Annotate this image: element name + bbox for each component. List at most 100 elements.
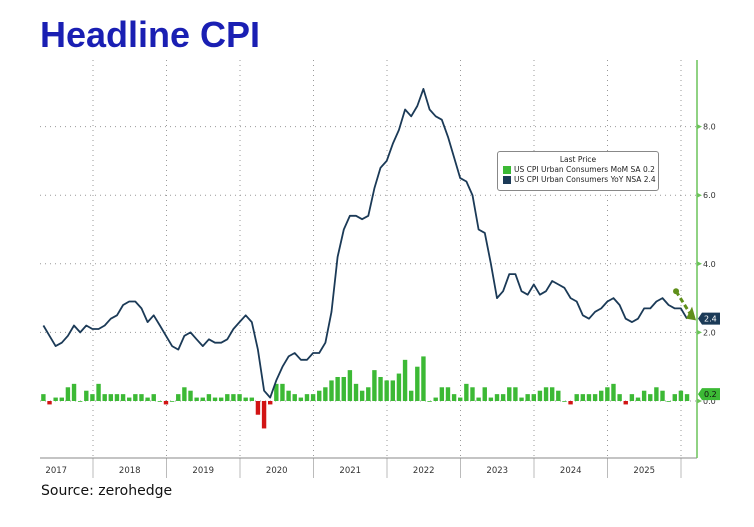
mom-bar [396,373,402,401]
mom-bar [568,401,573,405]
legend-label-mom: US CPI Urban Consumers MoM SA [514,165,641,174]
annotation-arrow-shaft [674,290,692,315]
mom-bar [151,394,156,401]
y-tick-mark [697,192,702,198]
mom-bar [218,397,224,401]
mom-bar [366,387,371,401]
mom-bar [71,383,77,401]
mom-bar [507,387,512,401]
mom-bar [458,397,463,401]
legend-header: Last Price [559,155,597,164]
legend-item-mom: US CPI Urban Consumers MoM SA 0.2 [503,165,658,174]
y-tick-label: 0.0 [703,397,716,406]
mom-bar [261,401,267,429]
y-tick-label: 4.0 [703,260,716,269]
mom-bar [120,394,126,401]
axes: 8.0 6.0 4.0 2.0 0.0 2017 2018 2019 2020 2021 2022 2… [40,60,720,478]
y-tick-label: 2.0 [703,328,716,337]
mom-bar [666,401,671,402]
mom-bar [611,383,616,401]
mom-bar [390,380,395,401]
mom-bar [402,359,408,401]
mom-bar [341,376,346,401]
legend-item-yoy: US CPI Urban Consumers YoY NSA 2.4 [503,175,658,184]
mom-bar [482,387,487,401]
mom-bar [629,394,635,401]
x-tick-label: 2018 [119,466,141,476]
y-tick-mark [697,124,702,130]
mom-bar [605,387,610,401]
yoy-line [42,88,688,399]
mom-bar [59,397,64,401]
mom-bar [225,394,230,401]
mom-bar [525,394,530,401]
mom-bar [194,397,199,401]
mom-bar [329,380,334,401]
mom-bar [323,387,328,401]
legend-value-mom: 0.2 [642,165,655,174]
mom-bar [592,394,598,401]
mom-bar [451,394,457,401]
yoy-line-group [42,88,697,399]
mom-bar [206,394,212,401]
mom-bar [304,394,310,401]
mom-bar [433,397,438,401]
mom-bar [157,401,163,402]
mom-bar [139,394,144,401]
mom-bar [182,387,187,401]
y-tick-mark [697,398,702,404]
mom-bar [421,356,426,401]
legend-label-yoy: US CPI Urban Consumers YoY NSA [514,175,642,184]
mom-bar [408,390,414,401]
mom-bar [90,394,95,401]
mom-bar [292,394,297,401]
mom-bar [237,394,242,401]
mom-bar [427,401,432,402]
x-tick-label: 2023 [486,466,508,476]
mom-bar [537,390,543,401]
mom-bar [102,394,107,401]
mom-bar [672,394,677,401]
mom-bar [200,397,205,401]
mom-bar [519,397,524,401]
yoy-last-badge-label: 2.4 [704,315,717,324]
mom-bar [384,380,389,401]
mom-bar [580,394,586,401]
mom-bar [280,383,285,401]
y-tick-mark [697,261,702,267]
mom-bar [513,387,518,401]
mom-bar [255,401,261,415]
annotation-arrow-head [686,306,697,321]
mom-bar [678,390,684,401]
mom-bar [586,394,592,401]
x-tick-label: 2025 [633,466,655,476]
mom-bar [268,401,273,405]
mom-bar [531,394,536,401]
mom-bar [335,376,340,401]
mom-bar [641,390,647,401]
mom-bar [599,390,604,401]
mom-bar [378,376,383,401]
mom-last-badge [698,388,720,401]
legend-swatch-yoy [503,175,511,184]
mom-bar [127,397,132,401]
mom-bar [47,401,52,405]
y-tick-label: 8.0 [703,123,716,132]
x-tick-label: 2024 [560,466,582,476]
mom-bar [108,394,114,401]
mom-last-badge-label: 0.2 [704,390,717,399]
mom-bar [84,390,89,401]
mom-bars [41,356,690,429]
mom-bar [415,366,420,401]
y-tick-label: 6.0 [703,191,716,200]
mom-bar [660,390,665,401]
mom-bar [617,394,622,401]
legend-value-yoy: 2.4 [643,175,656,184]
x-tick-label: 2020 [266,466,288,476]
mom-bar [231,394,236,401]
legend: Last Price US CPI Urban Consumers MoM SA… [497,151,659,191]
mom-bar [347,370,353,401]
source-note: Source: zerohedge [41,483,173,499]
mom-bar [623,401,628,405]
